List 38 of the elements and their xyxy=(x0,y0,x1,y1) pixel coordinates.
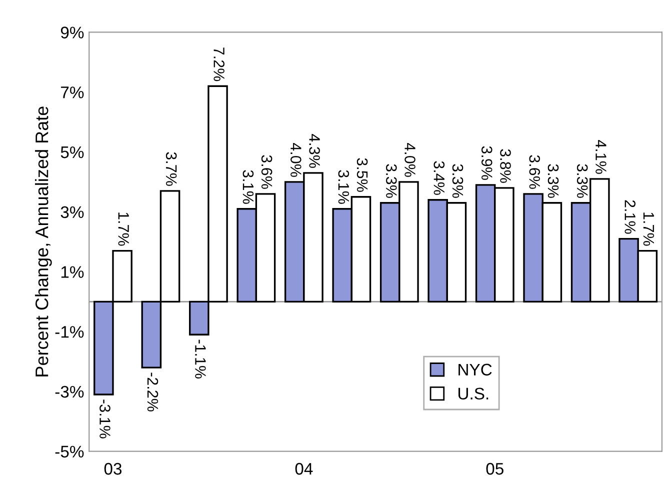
x-tick-label: 04 xyxy=(295,462,313,475)
data-label: -1.1% xyxy=(195,340,206,378)
y-tick-label: 9% xyxy=(60,26,84,38)
data-label: 3.3% xyxy=(576,164,588,198)
data-label: 3.8% xyxy=(500,149,511,183)
data-label: 3.3% xyxy=(452,164,464,198)
y-tick-label: 1% xyxy=(61,266,84,278)
data-label: 1.7% xyxy=(118,212,129,246)
data-label: 1.7% xyxy=(643,212,654,246)
x-tick-label: 03 xyxy=(104,462,122,475)
y-tick-label: 7% xyxy=(61,86,84,98)
data-label: 7.2% xyxy=(214,48,224,82)
data-label: 3.5% xyxy=(356,158,368,192)
data-label: 3.9% xyxy=(481,146,492,180)
data-label: 3.6% xyxy=(529,155,540,189)
y-tick-label: 3% xyxy=(60,206,84,218)
y-tick-label: -3% xyxy=(55,386,84,398)
data-label: 2.1% xyxy=(624,200,636,234)
y-tick-label: -1% xyxy=(55,326,84,338)
legend-label: NYC xyxy=(458,364,492,376)
data-label: 3.1% xyxy=(338,170,350,204)
data-label: 4.0% xyxy=(290,142,302,177)
data-label: 3.6% xyxy=(261,155,272,189)
y-tick-label: 5% xyxy=(60,146,84,158)
legend-label: U.S. xyxy=(458,388,488,400)
data-label: 3.3% xyxy=(386,164,397,198)
data-label: 3.7% xyxy=(166,152,177,186)
data-label: 4.0% xyxy=(404,142,416,177)
data-label: -2.2% xyxy=(147,372,158,412)
data-label: 3.4% xyxy=(434,161,445,195)
data-label: 4.1% xyxy=(596,140,606,174)
data-label: -3.1% xyxy=(100,400,110,438)
data-label: 3.1% xyxy=(242,170,254,204)
data-label: 3.3% xyxy=(548,164,559,198)
x-tick-label: 05 xyxy=(486,462,504,475)
y-axis-title: Percent Change, Annualized Rate xyxy=(35,106,52,376)
y-tick-label: -5% xyxy=(55,446,84,458)
data-label: 4.3% xyxy=(309,134,320,168)
